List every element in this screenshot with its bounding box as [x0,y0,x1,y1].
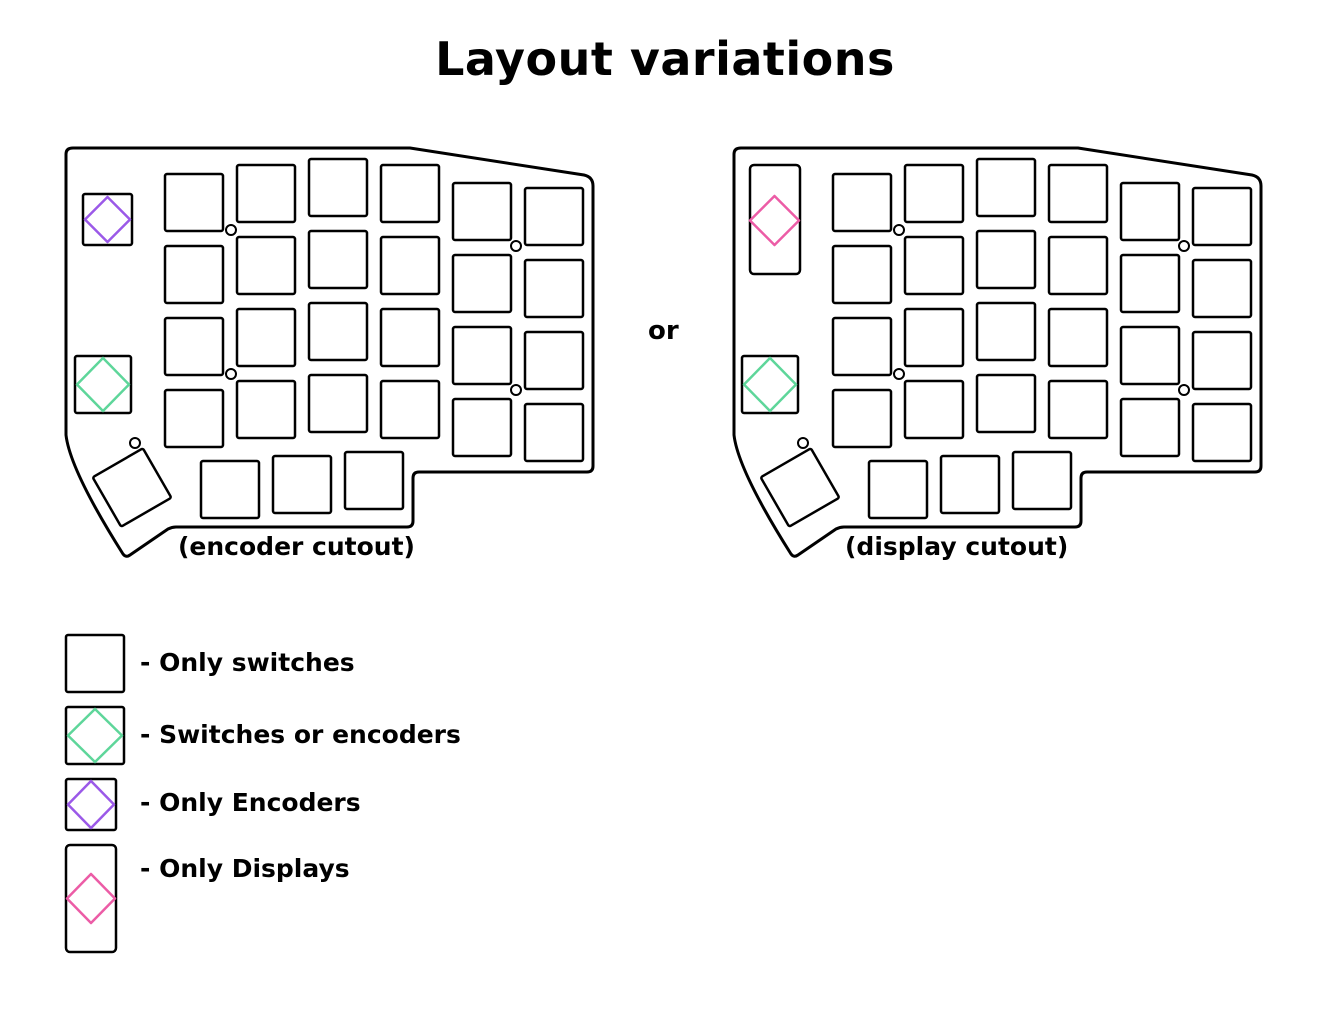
switch-slot [1191,186,1253,247]
switch-slot [451,181,513,242]
mounting-hole [893,368,905,380]
switch-slot [1047,379,1109,440]
switch-slot [903,163,965,224]
legend-label: - Only Displays [140,854,350,883]
switch-slot [163,316,225,377]
switch-slot [235,235,297,296]
switch-slot [1191,402,1253,463]
switch-slot [831,316,893,377]
page-title: Layout variations [435,32,895,86]
switch-slot [235,163,297,224]
switch-slot [523,258,585,319]
switch-slot [379,163,441,224]
mounting-hole [510,384,522,396]
display-swatch-icon [64,843,118,954]
thumb-switch-slot [867,459,929,520]
switch-slot [523,330,585,391]
pcb-outline [64,146,595,558]
thumb-switch-slot [271,454,333,515]
switch-slot [379,379,441,440]
switch-slot [975,301,1037,362]
switch-slot [831,388,893,449]
encoder-diamond [83,195,132,244]
switch-slot [975,373,1037,434]
caption-display-cutout: (display cutout) [845,532,1069,561]
switch-slot [379,235,441,296]
switch-slot [1047,235,1109,296]
mounting-holes [797,224,1190,449]
mounting-hole [510,240,522,252]
keyboard-layout-display-cutout [732,146,1263,558]
switch-slot [307,229,369,290]
thumb-switch-slot-rotated [760,447,840,528]
switch-or-encoder-diamond [75,356,131,413]
legend-label: - Switches or encoders [140,720,461,749]
switch-slot [903,307,965,368]
switch-slot [975,157,1037,218]
switch-slot [379,307,441,368]
thumb-switch-slot [199,459,261,520]
thumb-switch-slot-rotated [92,447,172,528]
switch-slot [451,397,513,458]
switch-swatch-icon [64,633,126,694]
switch-slot [1047,307,1109,368]
switch-grid [760,157,1253,528]
switch-slot [831,244,893,305]
encoder-only-slot [81,192,134,247]
mounting-hole [225,368,237,380]
switch-slot [235,307,297,368]
switch-slot [831,172,893,233]
switch-slot [307,301,369,362]
switch-slot [903,379,965,440]
switch-or-encoder-diamond [742,356,798,413]
switch-slot [1119,253,1181,314]
mounting-holes [129,224,522,449]
switch-slot [163,172,225,233]
mounting-hole [129,437,141,449]
mounting-hole [893,224,905,236]
switch-slot [1191,330,1253,391]
switch-slot [1119,325,1181,386]
switch-slot [307,373,369,434]
switch-slot [1119,181,1181,242]
switch-slot [975,229,1037,290]
switch-slot [163,388,225,449]
switch-slot [451,325,513,386]
caption-encoder-cutout: (encoder cutout) [178,532,415,561]
thumb-switch-slot [939,454,1001,515]
switch-or-encoder-slot [73,354,133,415]
pcb-outline [732,146,1263,558]
switch-slot [235,379,297,440]
or-separator: or [648,316,679,346]
legend-label: - Only Encoders [140,788,361,817]
switch-slot [903,235,965,296]
switch-slot [1191,258,1253,319]
legend-label: - Only switches [140,648,355,677]
keyboard-layout-encoder-cutout [64,146,595,558]
mounting-hole [1178,384,1190,396]
switch-slot [523,402,585,463]
switch-slot [1047,163,1109,224]
mounting-hole [797,437,809,449]
mounting-hole [1178,240,1190,252]
switch-slot [163,244,225,305]
switch-slot [307,157,369,218]
switch-slot [1119,397,1181,458]
switch-slot [523,186,585,247]
display-only-slot [748,163,802,276]
encoder-swatch-icon [64,777,118,832]
thumb-switch-slot [1011,450,1073,511]
switch-slot [451,253,513,314]
mounting-hole [225,224,237,236]
switch-or-encoder-slot [740,354,800,415]
switch-grid [92,157,585,528]
display-diamond [748,194,801,247]
thumb-switch-slot [343,450,405,511]
switch-or-encoder-swatch-icon [64,705,126,766]
